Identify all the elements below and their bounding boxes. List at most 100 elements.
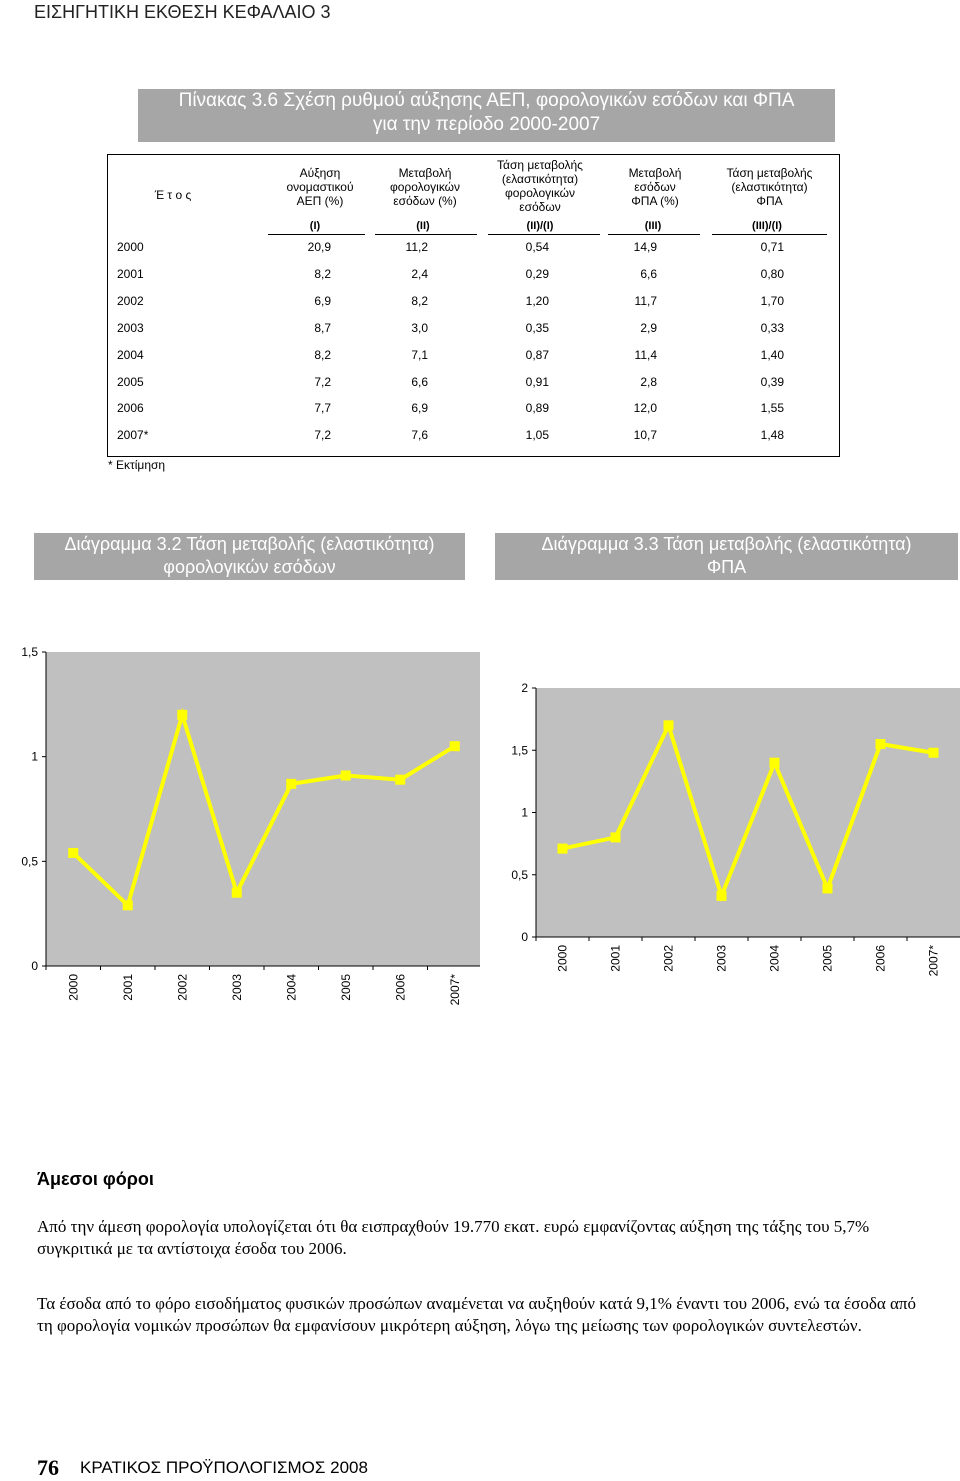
x-tick-label: 2000 xyxy=(66,974,80,1001)
series-line xyxy=(562,719,934,902)
roman-label-3: (II)/(I) xyxy=(526,220,554,232)
data-point xyxy=(875,739,886,750)
table-cell: 12,0 xyxy=(633,401,657,416)
table-cell: 3,0 xyxy=(411,320,428,335)
col-header-line: ΦΠΑ (%) xyxy=(631,194,679,208)
table-cell: 6,6 xyxy=(411,374,428,389)
table-title-line1: Πίνακας 3.6 Σχέση ρυθμού αύξησης ΑΕΠ, φο… xyxy=(178,90,795,111)
table-cell: 7,7 xyxy=(314,401,331,416)
table-cell: 11,2 xyxy=(405,240,428,254)
col-header-line: εσόδων xyxy=(519,200,561,214)
table-cell: 2,4 xyxy=(411,266,428,281)
plot-area xyxy=(536,688,960,937)
table-cell: 2,8 xyxy=(640,374,657,389)
col-header-year: Έ τ ο ς xyxy=(154,188,192,202)
x-tick-label: 2004 xyxy=(768,945,782,972)
table-cell-year: 2001 xyxy=(117,266,144,281)
y-tick-label: 1,5 xyxy=(21,645,38,659)
diagram-3-2-title-line2: φορολογικών εσόδων xyxy=(163,557,336,577)
table-title-line2: για την περίοδο 2000-2007 xyxy=(372,114,601,135)
x-tick-label: 2007* xyxy=(448,974,462,1006)
col-header-tax-change: Μεταβολή φορολογικών εσόδων (%) xyxy=(375,166,475,208)
table-cell-year: 2006 xyxy=(117,401,144,416)
data-point xyxy=(122,900,133,911)
table-cell: 8,2 xyxy=(314,347,331,362)
x-tick-label: 2003 xyxy=(230,974,244,1001)
data-point xyxy=(663,720,674,731)
data-point xyxy=(610,832,621,843)
table-cell: 10,7 xyxy=(633,428,657,443)
y-tick-label: 0,5 xyxy=(511,868,528,882)
table-cell-year: 2003 xyxy=(117,320,144,335)
roman-label-1: (I) xyxy=(309,220,321,232)
table-cell: 7,6 xyxy=(411,428,428,443)
table-cell: 0,80 xyxy=(760,266,784,281)
table-cell: 1,20 xyxy=(525,293,549,308)
table-cell: 0,33 xyxy=(760,320,784,335)
paragraph-2: Τα έσοδα από το φόρο εισοδήματος φυσικών… xyxy=(37,1294,916,1335)
table-cell: 8,2 xyxy=(411,293,428,308)
data-point xyxy=(340,770,351,781)
col-header-line: ΦΠΑ xyxy=(756,194,783,208)
table-cell-year: 2002 xyxy=(117,293,144,308)
col-header-line: Μεταβολή xyxy=(628,166,682,180)
col-header-tax-elasticity: Τάση μεταβολής (ελαστικότητα) φορολογικών ε… xyxy=(485,158,595,214)
table-cell: 8,2 xyxy=(314,266,331,281)
table-cell: 0,35 xyxy=(525,320,549,335)
col-header-line: Μεταβολή xyxy=(398,166,452,180)
footer-text: ΚΡΑΤΙΚΟΣ ΠΡΟΫΠΟΛΟΓΙΣΜΟΣ 2008 xyxy=(80,1458,368,1477)
data-point xyxy=(286,778,297,789)
header-rule-3 xyxy=(488,234,600,235)
table-cell: 6,6 xyxy=(640,266,657,281)
x-tick-label: 2001 xyxy=(609,945,623,972)
data-point xyxy=(68,847,79,858)
col-header-vat-change: Μεταβολή εσόδων ΦΠΑ (%) xyxy=(605,166,705,208)
table-cell: 0,91 xyxy=(525,374,549,389)
chart-vat-elasticity: 0 0,5 1 1,5 2 2000 2001 2002 2003 2004 2005 2006 200… xyxy=(511,681,960,976)
x-tick-label: 2002 xyxy=(175,974,189,1001)
table-cell-year: 2005 xyxy=(117,374,144,389)
roman-label-5: (III)/(I) xyxy=(752,220,782,232)
chart-tax-elasticity: 0 0,5 1 1,5 2000 2001 2002 2003 2004 2005 2006 2007… xyxy=(21,645,480,1006)
paragraph-1: Από την άμεση φορολογία υπολογίζεται ότι… xyxy=(37,1217,870,1258)
header-rule-2 xyxy=(375,234,477,235)
table-cell: 0,87 xyxy=(525,347,549,362)
y-tick-label: 1,5 xyxy=(511,743,528,757)
data-point xyxy=(769,757,780,768)
diagram-3-3-title-line1: Διάγραμμα 3.3 Τάση μεταβολής (ελαστικότη… xyxy=(541,534,912,554)
col-header-line: εσόδων xyxy=(634,180,676,194)
header-rule-4 xyxy=(608,234,700,235)
data-point xyxy=(557,843,568,854)
x-tick-label: 2006 xyxy=(874,945,888,972)
roman-label-4: (III) xyxy=(644,220,662,232)
table-cell: 20,9 xyxy=(307,240,331,254)
table-cell: 0,29 xyxy=(525,266,549,281)
running-header: ΕΙΣΗΓΗΤΙΚΗ ΕΚΘΕΣΗ ΚΕΦΑΛΑΙΟ 3 xyxy=(34,2,331,22)
header-rule-1 xyxy=(268,234,365,235)
table-cell-year: 2007* xyxy=(117,428,149,443)
roman-label-2: (II) xyxy=(416,220,430,232)
table-cell: 1,55 xyxy=(760,401,784,416)
x-tick-label: 2005 xyxy=(821,945,835,972)
table-cell: 0,54 xyxy=(525,240,549,254)
table-cell: 11,7 xyxy=(634,293,657,308)
footnote-estimate: * Εκτίμηση xyxy=(108,458,166,472)
data-point xyxy=(395,774,406,785)
col-header-line: Αύξηση xyxy=(299,166,341,180)
y-tick-label: 2 xyxy=(521,681,528,695)
table-cell: 0,39 xyxy=(760,374,784,389)
table-cell: 7,1 xyxy=(411,347,428,362)
col-header-gdp: Αύξηση ονομαστικού ΑΕΠ (%) xyxy=(270,166,370,208)
col-header-vat-elasticity: Τάση μεταβολής (ελαστικότητα) ΦΠΑ xyxy=(712,166,827,208)
table-cell: 2,9 xyxy=(640,320,657,335)
table-cell: 11,4 xyxy=(634,347,657,362)
plot-area xyxy=(46,652,480,966)
col-header-line: Τάση μεταβολής xyxy=(726,166,813,180)
table-cell: 7,2 xyxy=(314,374,331,389)
data-point xyxy=(822,883,833,894)
series-line xyxy=(71,707,456,910)
data-point xyxy=(177,709,188,720)
y-tick-label: 1 xyxy=(521,806,528,820)
y-tick-label: 0 xyxy=(521,930,528,944)
x-tick-label: 2001 xyxy=(121,974,135,1001)
